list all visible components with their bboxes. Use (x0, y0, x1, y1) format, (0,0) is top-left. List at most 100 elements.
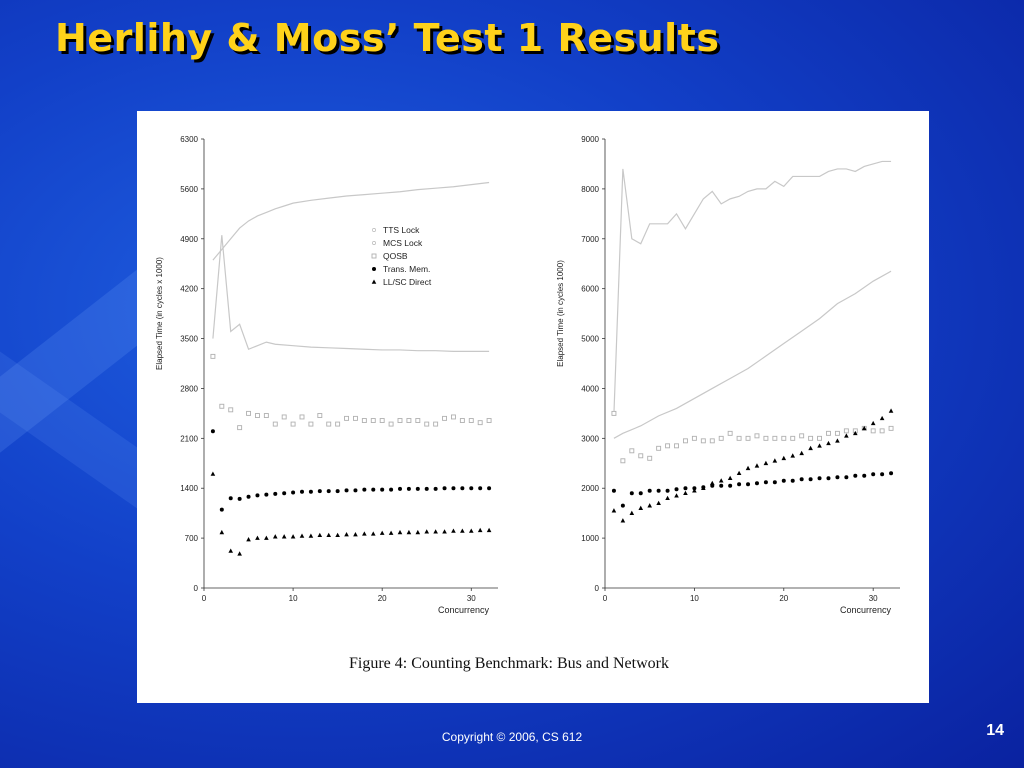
y-tick-label: 2800 (180, 384, 198, 393)
data-point-circle (853, 473, 858, 478)
data-point-triangle (674, 493, 679, 498)
data-point-square (406, 418, 412, 423)
data-point-triangle (299, 533, 305, 538)
data-point-circle (656, 488, 661, 493)
legend-marker (372, 228, 376, 232)
data-point-circle (620, 503, 625, 508)
legend-label: TTS Lock (383, 225, 420, 235)
data-point-circle (210, 429, 215, 434)
data-point-square (799, 433, 805, 439)
data-point-circle (389, 487, 394, 492)
data-point-triangle (817, 443, 822, 448)
data-point-triangle (272, 534, 278, 539)
data-point-triangle (826, 440, 831, 446)
y-axis-label: Elapsed Time (in cycles x 1000) (155, 257, 164, 370)
data-point-circle (255, 493, 260, 498)
data-point-triangle (335, 532, 340, 538)
data-point-square (210, 353, 216, 359)
y-axis-label: Elapsed Time (in cycles 1000) (556, 260, 565, 367)
y-tick-label: 5600 (180, 185, 198, 194)
data-point-triangle (727, 475, 733, 481)
data-point-triangle (745, 465, 751, 471)
y-tick-label: 2100 (180, 434, 198, 443)
data-point-triangle (763, 460, 769, 466)
data-point-circle (326, 489, 331, 494)
data-point-square (718, 435, 724, 441)
data-point-triangle (424, 529, 430, 534)
data-point-triangle (790, 453, 796, 458)
data-point-triangle (665, 495, 670, 500)
data-point-triangle (370, 531, 376, 536)
data-point-square (246, 410, 251, 416)
data-point-square (888, 425, 894, 431)
data-point-triangle (388, 530, 394, 535)
data-point-square (674, 443, 679, 449)
data-point-square (629, 448, 635, 454)
data-point-square (308, 421, 314, 427)
data-point-circle (683, 486, 688, 491)
data-point-square (843, 428, 849, 434)
y-tick-label: 3000 (581, 434, 599, 443)
data-point-square (656, 445, 662, 451)
data-point-circle (300, 489, 304, 494)
data-point-square (219, 403, 225, 409)
data-point-triangle (326, 532, 332, 538)
data-point-circle (317, 489, 322, 494)
data-point-circle (889, 471, 894, 476)
data-point-circle (746, 482, 751, 487)
x-tick-label: 30 (869, 594, 878, 603)
slide-title: Herlihy & Moss’ Test 1 Results (55, 16, 720, 60)
y-tick-label: 4200 (180, 285, 198, 294)
x-axis-label: Concurrency (840, 605, 892, 615)
y-tick-label: 3500 (180, 335, 198, 344)
data-point-square (255, 413, 260, 418)
data-point-triangle (228, 548, 234, 553)
data-point-triangle (844, 433, 849, 438)
x-tick-label: 10 (289, 594, 298, 603)
x-tick-label: 20 (779, 594, 788, 603)
data-point-square (638, 453, 644, 459)
data-point-triangle (781, 455, 787, 461)
figure-panel: 0 700 1400 2100 2800 3500 4200 4900 5600 6300 0 10 2… (137, 111, 929, 703)
data-point-triangle (210, 471, 216, 476)
data-point-square (870, 428, 876, 434)
data-point-circle (451, 486, 456, 491)
data-point-triangle (835, 438, 840, 443)
data-point-circle (344, 488, 349, 493)
data-point-triangle (415, 529, 421, 535)
data-point-triangle (736, 470, 742, 476)
data-point-circle (478, 486, 483, 491)
data-point-square (834, 430, 840, 436)
data-point-circle (754, 481, 759, 486)
data-point-circle (844, 475, 849, 480)
data-point-square (335, 421, 341, 427)
data-point-square (451, 414, 456, 420)
data-point-triangle (683, 490, 688, 496)
data-point-circle (460, 486, 465, 491)
data-point-circle (772, 480, 777, 485)
series-line (613, 160, 892, 414)
data-point-square (477, 420, 483, 426)
data-point-circle (808, 477, 813, 482)
x-tick-label: 0 (603, 594, 608, 603)
data-point-triangle (406, 529, 412, 535)
x-axis-label: Concurrency (438, 605, 490, 615)
legend-label: Trans. Mem. (383, 264, 430, 274)
data-point-triangle (353, 532, 358, 537)
data-point-square (370, 418, 376, 423)
data-point-square (272, 421, 278, 427)
data-point-circle (442, 486, 447, 491)
data-point-circle (469, 486, 474, 491)
data-point-square (433, 421, 439, 427)
data-point-circle (611, 488, 616, 493)
data-point-triangle (647, 503, 652, 508)
data-point-triangle (290, 534, 296, 539)
data-point-square (228, 407, 234, 413)
data-point-triangle (853, 430, 858, 436)
data-point-circle (398, 486, 402, 491)
data-point-triangle (246, 537, 251, 542)
data-point-square (727, 430, 733, 436)
data-point-square (691, 435, 697, 441)
y-tick-label: 700 (185, 534, 199, 543)
data-point-triangle (433, 529, 438, 534)
